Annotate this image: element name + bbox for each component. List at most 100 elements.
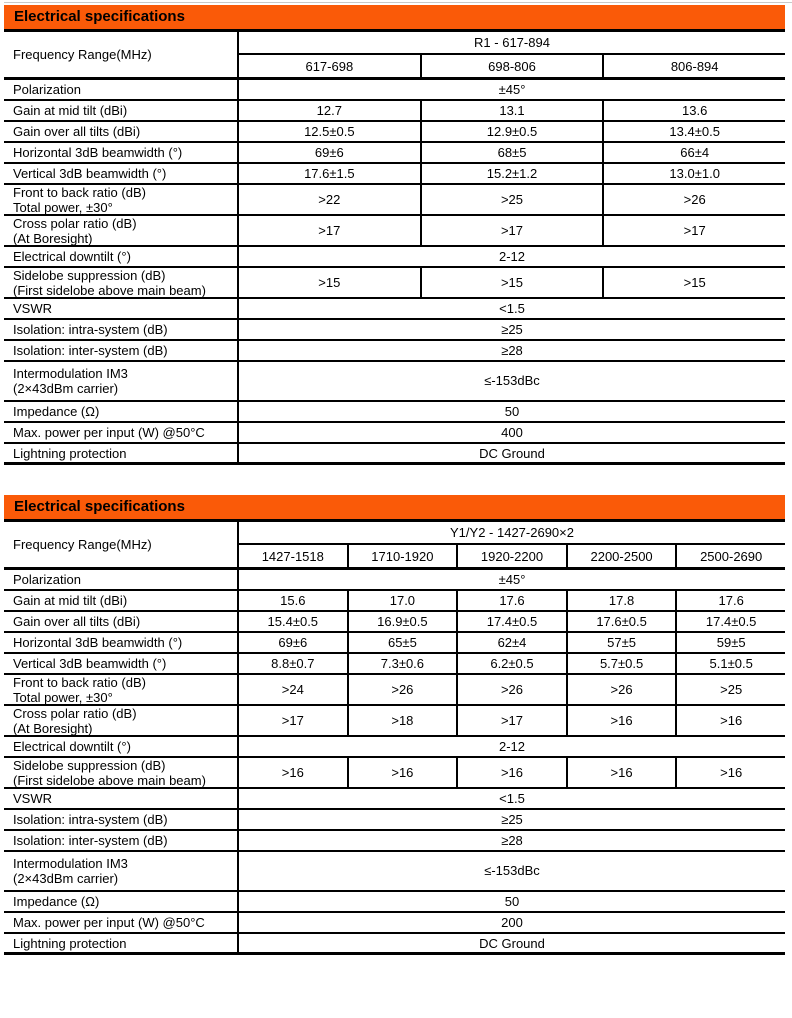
table-body: Frequency Range(MHz) Y1/Y2 - 1427-2690×2… — [4, 519, 785, 955]
spec-value: >22 — [237, 185, 420, 214]
spec-values: <1.5 — [237, 789, 785, 808]
spec-values: ±45° — [237, 80, 785, 99]
spec-label-line: Sidelobe suppression (dB) — [13, 757, 166, 773]
spec-values: ≥25 — [237, 320, 785, 339]
band-name-cell: Y1/Y2 - 1427-2690×2 — [239, 522, 785, 545]
spec-label-line: VSWR — [13, 301, 52, 316]
spec-value: 13.4±0.5 — [602, 122, 785, 141]
spec-label-line: Front to back ratio (dB) — [13, 674, 146, 690]
spec-value-span: ±45° — [237, 80, 785, 99]
spec-value: 69±6 — [237, 633, 347, 652]
spec-value: 17.6 — [456, 591, 566, 610]
spec-row: Max. power per input (W) @50°C 400 — [4, 423, 785, 444]
spec-label: Vertical 3dB beamwidth (°) — [4, 654, 237, 673]
sub-band-row: 1427-1518 1710-1920 1920-2200 2200-2500 2500… — [239, 545, 785, 567]
spec-label: Lightning protection — [4, 444, 237, 462]
spec-label-line: Intermodulation IM3 — [13, 856, 128, 871]
spec-values: 8.8±0.7 7.3±0.6 6.2±0.5 5.7±0.5 5.1±0.5 — [237, 654, 785, 673]
spec-label-line: Gain at mid tilt (dBi) — [13, 593, 128, 608]
spec-value: >26 — [456, 675, 566, 704]
spec-values: >17 >17 >17 — [237, 216, 785, 245]
spec-value: >17 — [237, 216, 420, 245]
spec-values: 12.5±0.5 12.9±0.5 13.4±0.5 — [237, 122, 785, 141]
spec-label: Vertical 3dB beamwidth (°) — [4, 164, 237, 183]
spec-label-line: Electrical downtilt (°) — [13, 739, 131, 754]
spec-values: 50 — [237, 892, 785, 911]
sub-band-cell: 617-698 — [305, 58, 354, 74]
spec-value-span: 50 — [237, 892, 785, 911]
spec-value: 7.3±0.6 — [346, 654, 457, 673]
spec-row: Cross polar ratio (dB) (At Boresight) >17 >… — [4, 216, 785, 247]
spec-row: Vertical 3dB beamwidth (°) 8.8±0.7 7.3±0.6… — [4, 654, 785, 675]
spec-row: Gain at mid tilt (dBi) 12.7 13.1 13.6 — [4, 101, 785, 122]
spec-value-span: ≥28 — [237, 341, 785, 360]
spec-value: 68±5 — [419, 143, 603, 162]
spec-value: 17.6±0.5 — [565, 612, 676, 631]
spec-value: 13.1 — [419, 101, 603, 120]
spec-row: Front to back ratio (dB) Total power, ±30… — [4, 675, 785, 706]
spec-label-line: Horizontal 3dB beamwidth (°) — [13, 145, 183, 160]
spec-values: 69±6 68±5 66±4 — [237, 143, 785, 162]
spec-value-span: 2-12 — [237, 247, 785, 266]
spec-value-span: ±45° — [237, 570, 785, 589]
spec-label-line: Max. power per input (W) @50°C — [13, 915, 205, 930]
sub-band-cell: 2500-2690 — [675, 545, 785, 567]
spec-value: >16 — [675, 758, 785, 787]
spec-label-line: Intermodulation IM3 — [13, 366, 128, 381]
spec-value-span: 400 — [237, 423, 785, 442]
table-header: Electrical specifications — [4, 495, 785, 519]
spec-label: Isolation: inter-system (dB) — [4, 341, 237, 360]
spec-label-line: (2×43dBm carrier) — [13, 871, 119, 886]
spec-label: Gain at mid tilt (dBi) — [4, 591, 237, 610]
spec-label-line: Lightning protection — [13, 445, 127, 461]
spec-label-line: Isolation: intra-system (dB) — [13, 322, 168, 337]
spec-value-span: 2-12 — [237, 737, 785, 756]
spec-values: 12.7 13.1 13.6 — [237, 101, 785, 120]
spec-label: Lightning protection — [4, 934, 237, 952]
spec-rows: Polarization ±45° Gain at mid tilt (dBi) 15… — [4, 570, 785, 955]
spec-value: 12.9±0.5 — [419, 122, 603, 141]
spec-row: Impedance (Ω) 50 — [4, 402, 785, 423]
spec-value: >16 — [565, 706, 676, 735]
spec-row: Lightning protection DC Ground — [4, 934, 785, 955]
spec-value-span: <1.5 — [237, 789, 785, 808]
spec-value-span: ≥25 — [237, 320, 785, 339]
spec-value: >25 — [675, 675, 785, 704]
spec-value: >15 — [237, 268, 420, 297]
spec-label-line: Cross polar ratio (dB) — [13, 705, 137, 721]
spec-label-line: (At Boresight) — [13, 720, 93, 736]
spec-value: 59±5 — [675, 633, 785, 652]
spec-row: Sidelobe suppression (dB) (First sidelobe… — [4, 758, 785, 789]
spec-label-line: Max. power per input (W) @50°C — [13, 425, 205, 440]
spec-label: Cross polar ratio (dB) (At Boresight) — [4, 705, 237, 736]
spec-value: 17.4±0.5 — [675, 612, 785, 631]
spec-label: Horizontal 3dB beamwidth (°) — [4, 633, 237, 652]
spec-values: 400 — [237, 423, 785, 442]
spec-value-span: <1.5 — [237, 299, 785, 318]
spec-value-span: ≥28 — [237, 831, 785, 850]
spec-value: 16.9±0.5 — [346, 612, 457, 631]
spec-label-line: Lightning protection — [13, 935, 127, 951]
spec-values: 15.4±0.5 16.9±0.5 17.4±0.5 17.6±0.5 17.4±0.5 — [237, 612, 785, 631]
spec-label-line: Sidelobe suppression (dB) — [13, 267, 166, 283]
spec-row: Gain at mid tilt (dBi) 15.6 17.0 17.6 17.8 17… — [4, 591, 785, 612]
sub-band-cell: 1920-2200 — [456, 545, 566, 567]
spec-label: Gain over all tilts (dBi) — [4, 612, 237, 631]
spec-value: 5.7±0.5 — [565, 654, 676, 673]
spec-row: Electrical downtilt (°) 2-12 — [4, 247, 785, 268]
spec-row: Horizontal 3dB beamwidth (°) 69±6 65±5 62±4… — [4, 633, 785, 654]
spec-row: Polarization ±45° — [4, 570, 785, 591]
spec-value-span: ≤-153dBc — [237, 852, 785, 890]
spec-row: Electrical downtilt (°) 2-12 — [4, 737, 785, 758]
spec-value: >17 — [237, 706, 347, 735]
spec-value: >16 — [346, 758, 457, 787]
spec-value: 12.7 — [237, 101, 420, 120]
spec-row: Lightning protection DC Ground — [4, 444, 785, 465]
spec-label-line: Horizontal 3dB beamwidth (°) — [13, 635, 183, 650]
spec-row: Intermodulation IM3 (2×43dBm carrier) ≤-15… — [4, 852, 785, 892]
spec-row: Isolation: inter-system (dB) ≥28 — [4, 341, 785, 362]
spec-row: VSWR <1.5 — [4, 789, 785, 810]
spec-label-line: Gain at mid tilt (dBi) — [13, 103, 128, 118]
spec-value: 15.6 — [237, 591, 347, 610]
spec-row: Isolation: inter-system (dB) ≥28 — [4, 831, 785, 852]
